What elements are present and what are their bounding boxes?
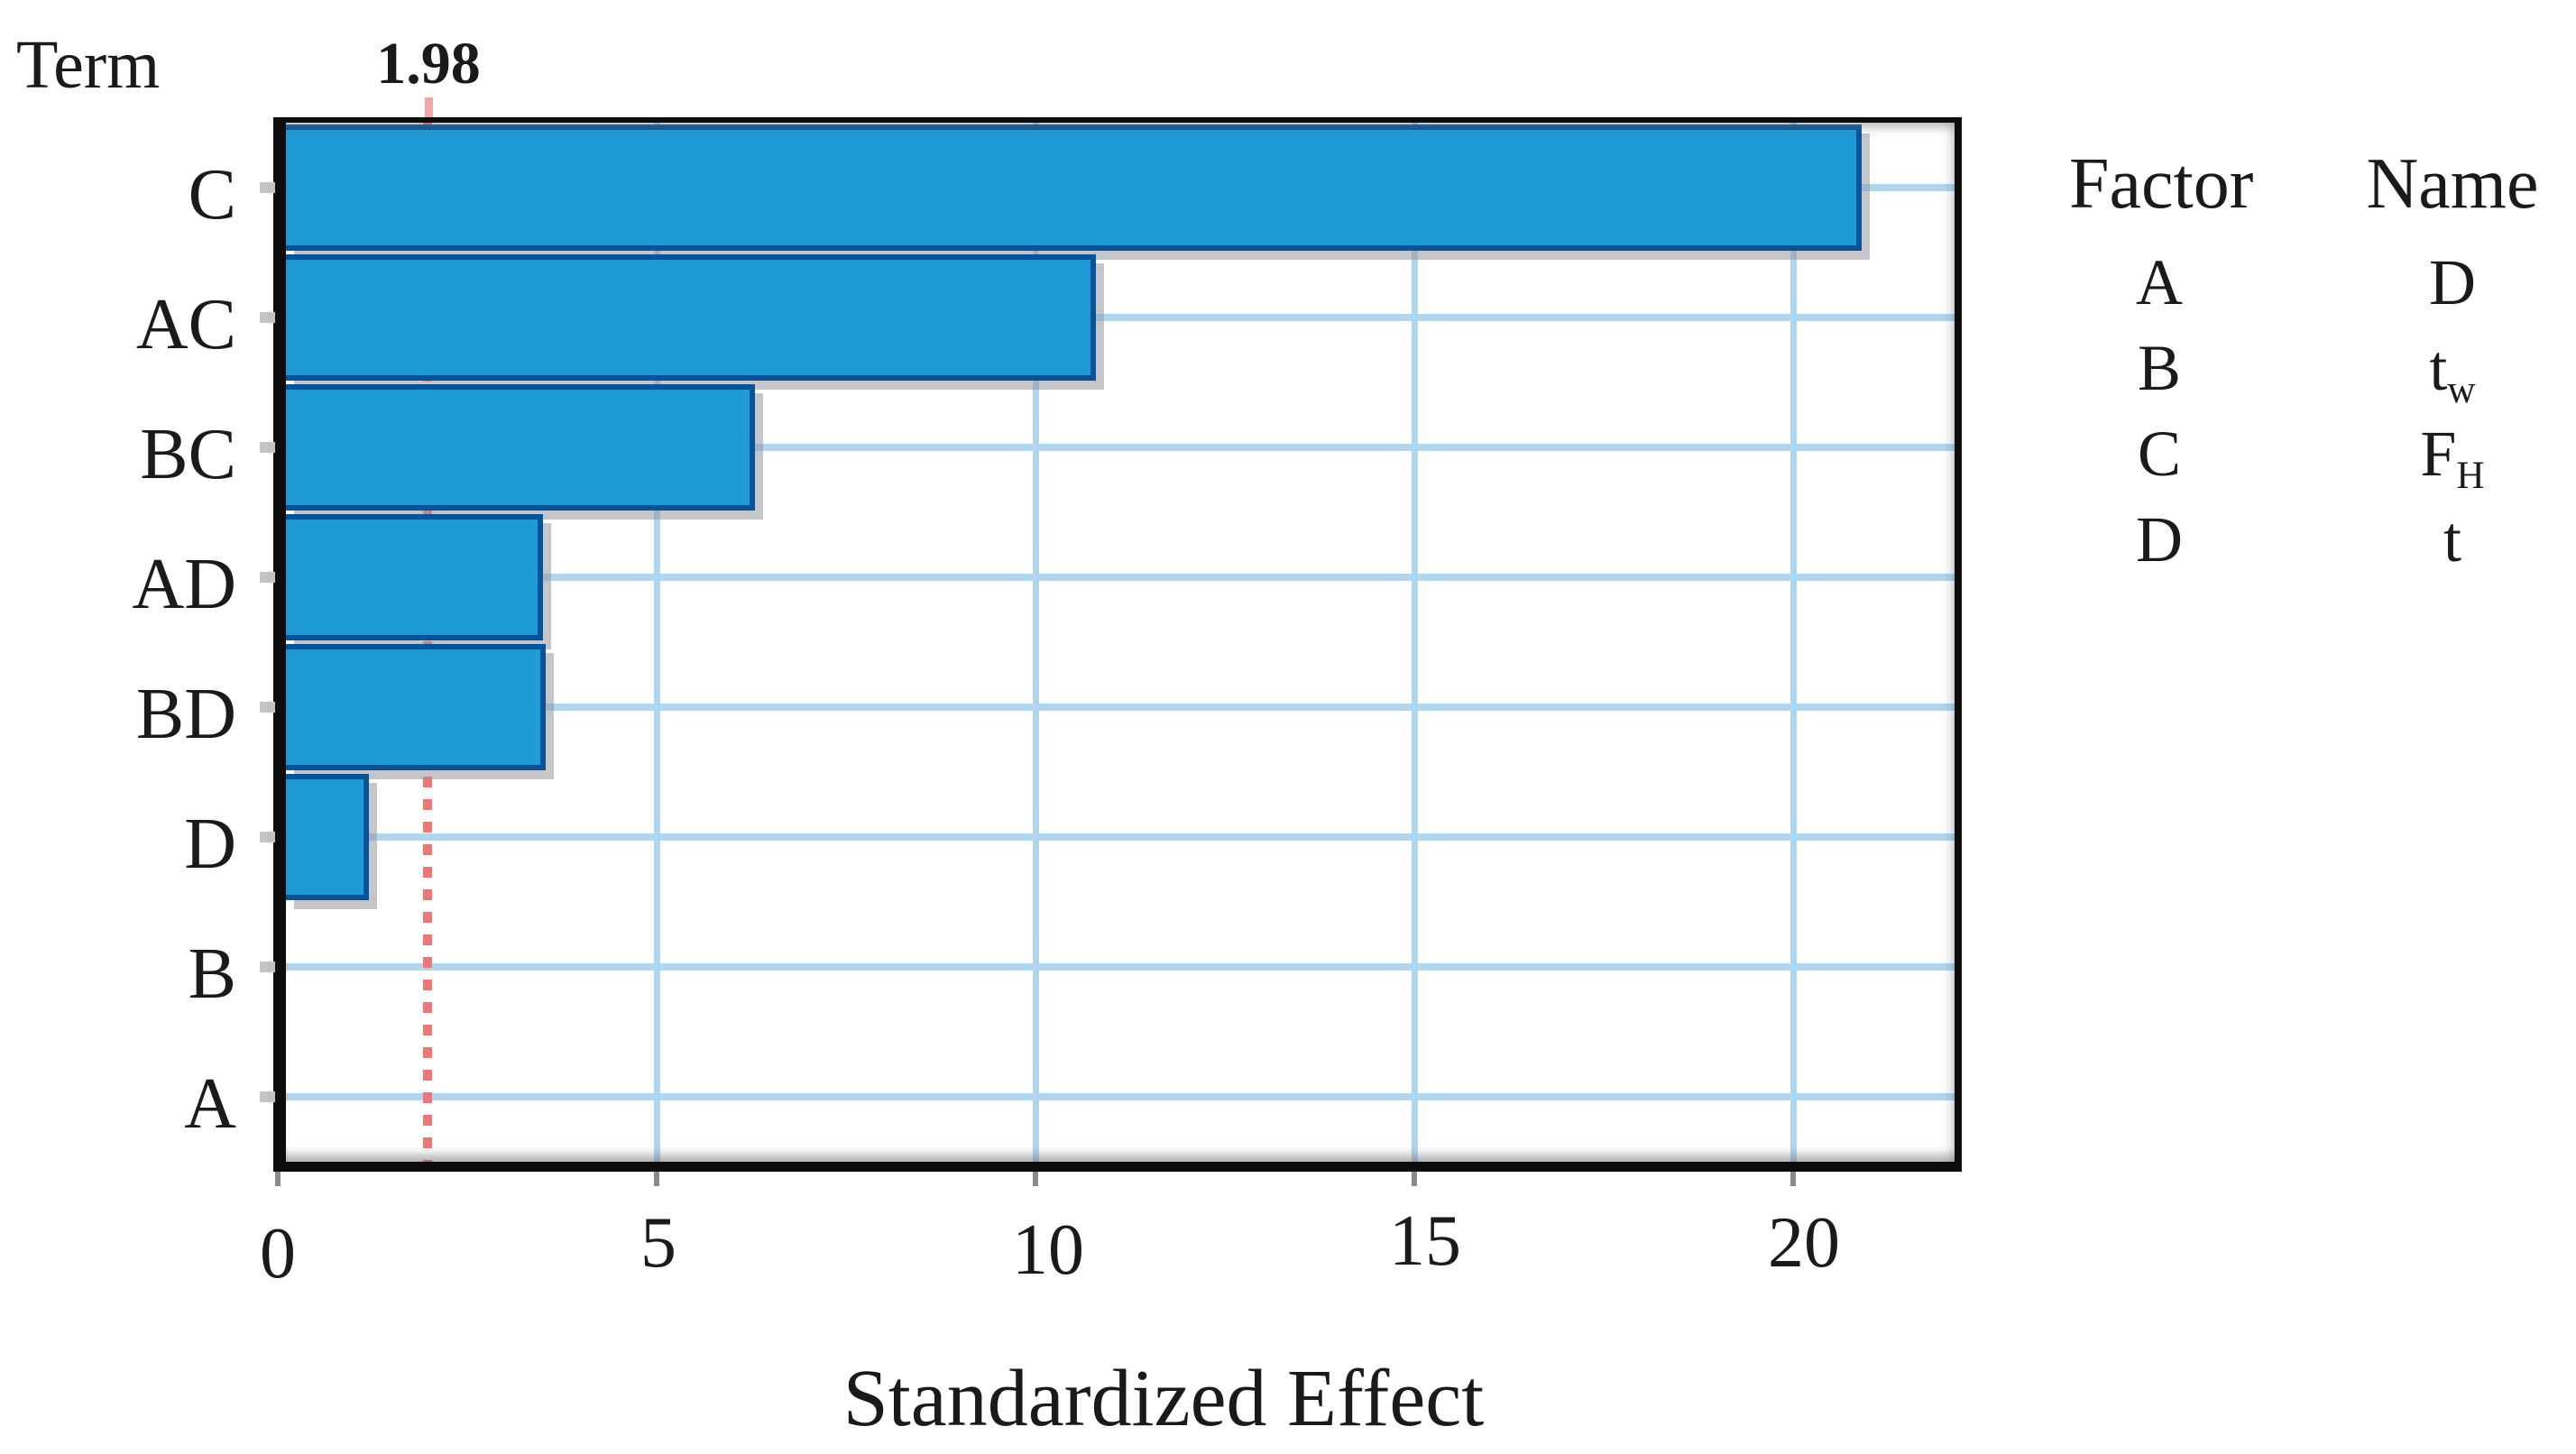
legend-factor-a: A — [2136, 246, 2183, 318]
legend-name-c: FH — [2344, 411, 2561, 497]
plot-area — [273, 117, 1962, 1172]
legend-name-d: t — [2344, 497, 2561, 583]
y-axis-tick-ad — [260, 572, 275, 583]
legend-header-factor: Factor — [2069, 144, 2254, 224]
bar-bd — [286, 644, 546, 770]
legend-factor-c: C — [2137, 418, 2182, 490]
x-axis-tick-label-10: 10 — [1012, 1210, 1084, 1290]
gridline-horizontal-d — [286, 833, 1955, 841]
gridline-vertical-5 — [654, 123, 660, 1162]
y-axis-label-b: B — [188, 934, 236, 1014]
y-axis-title: Term — [16, 27, 161, 103]
y-axis-tick-a — [260, 1091, 275, 1102]
y-axis-tick-ac — [260, 312, 275, 323]
bar-c — [286, 124, 1862, 251]
gridline-horizontal-b — [286, 963, 1955, 971]
y-axis-label-a: A — [184, 1064, 236, 1144]
gridline-horizontal-ac — [286, 314, 1955, 321]
gridline-vertical-10 — [1033, 123, 1039, 1162]
reference-line — [423, 123, 433, 1162]
y-axis-label-bd: BD — [135, 675, 236, 754]
x-axis-tick-label-15: 15 — [1389, 1201, 1461, 1281]
legend-name-base: F — [2420, 418, 2457, 490]
legend-factor-b: B — [2137, 332, 2182, 404]
bar-ad — [286, 514, 543, 640]
bar-ac — [286, 254, 1096, 381]
gridline-horizontal-bc — [286, 444, 1955, 451]
bar-d — [286, 774, 369, 900]
gridline-horizontal-a — [286, 1093, 1955, 1100]
legend-name-a: D — [2344, 240, 2561, 326]
x-axis-title: Standardized Effect — [842, 1354, 1485, 1443]
gridline-horizontal-bd — [286, 704, 1955, 711]
reference-tick-upper — [425, 97, 433, 117]
x-axis-tick-label-20: 20 — [1768, 1203, 1840, 1283]
legend-factor-d: D — [2136, 503, 2183, 575]
x-axis-tick-0 — [275, 1172, 281, 1186]
x-axis-tick-5 — [654, 1172, 659, 1186]
legend-name-subscript: H — [2456, 454, 2485, 497]
plot-inner — [286, 123, 1955, 1162]
legend-header-name: Name — [2366, 144, 2539, 224]
x-axis-tick-15 — [1412, 1172, 1417, 1186]
x-axis-tick-10 — [1033, 1172, 1038, 1186]
gridline-vertical-15 — [1412, 123, 1418, 1162]
y-axis-label-bc: BC — [140, 415, 236, 494]
bar-bc — [286, 384, 755, 511]
y-axis-tick-bc — [260, 442, 275, 453]
y-axis-tick-d — [260, 832, 275, 842]
y-axis-label-d: D — [184, 805, 236, 884]
y-axis-label-ac: AC — [135, 285, 236, 364]
y-axis-tick-bd — [260, 702, 275, 713]
legend-name-base: t — [2443, 503, 2461, 575]
legend-name-subscript: w — [2447, 368, 2476, 411]
y-axis-label-ad: AD — [132, 545, 236, 624]
reference-line-value-label: 1.98 — [376, 31, 481, 97]
gridline-horizontal-ad — [286, 574, 1955, 581]
gridline-vertical-20 — [1790, 123, 1797, 1162]
y-axis-label-c: C — [188, 155, 236, 235]
x-axis-tick-label-5: 5 — [640, 1203, 676, 1283]
y-axis-tick-b — [260, 962, 275, 972]
legend-name-base: D — [2429, 246, 2476, 318]
x-axis-tick-20 — [1790, 1172, 1796, 1186]
x-axis-tick-label-0: 0 — [260, 1214, 296, 1293]
legend-name-b: tw — [2344, 326, 2561, 411]
legend-name-base: t — [2429, 332, 2448, 404]
y-axis-tick-c — [260, 182, 275, 193]
